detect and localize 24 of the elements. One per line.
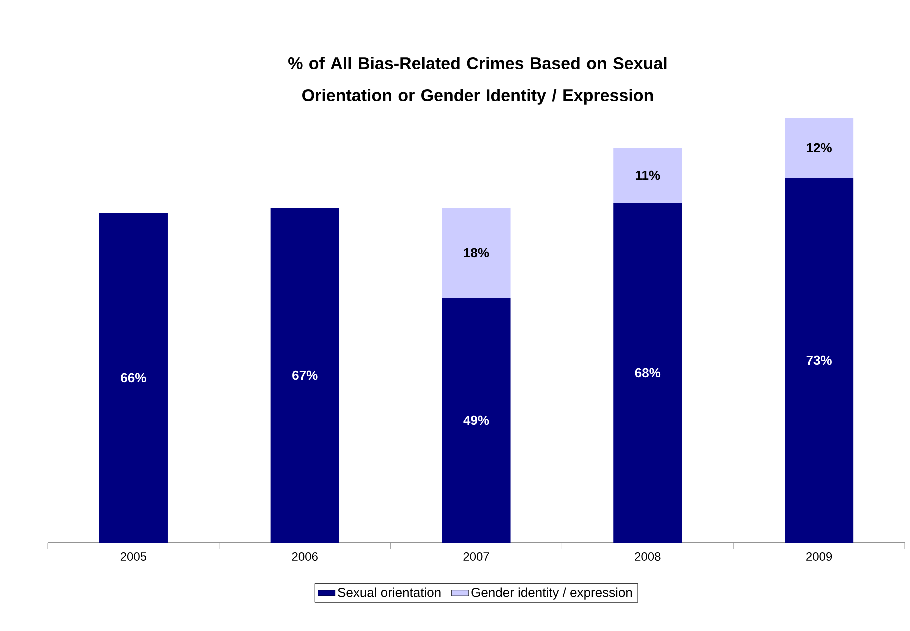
data-label: 67%	[292, 370, 318, 380]
bar	[785, 118, 854, 178]
data-label: 18%	[464, 248, 490, 258]
data-label: 49%	[464, 416, 490, 426]
bar	[614, 148, 682, 203]
bar	[614, 202, 682, 543]
x-tick-label: 2006	[292, 552, 318, 562]
x-tick-label: 2009	[806, 552, 832, 562]
bar	[785, 178, 854, 543]
data-label: 12%	[807, 143, 832, 153]
legend-label: Gender identity / expression	[472, 588, 632, 600]
data-label: 73%	[806, 356, 832, 366]
data-label: 11%	[636, 170, 660, 180]
bar	[270, 208, 340, 543]
x-tick-label: 2008	[635, 552, 661, 562]
x-tick-label: 2007	[464, 552, 490, 562]
x-tick-label: 2005	[120, 552, 147, 562]
bar	[442, 298, 511, 543]
bar	[442, 208, 511, 298]
legend-label: Sexual orientation	[338, 588, 441, 598]
data-label: 66%	[121, 373, 146, 383]
data-label: 68%	[635, 368, 661, 378]
bar	[99, 212, 168, 543]
chart-title: % of All Bias-Related Crimes Based on Sexual Orientation or Gender Identity / Expression	[288, 57, 667, 105]
